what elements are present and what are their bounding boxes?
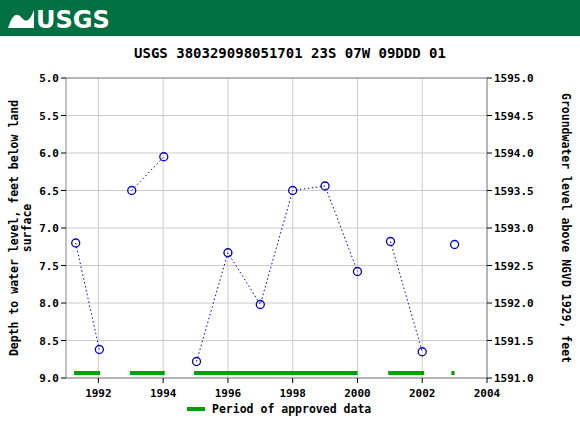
x-tick-label: 2004: [474, 387, 501, 400]
y-tick: [61, 265, 66, 266]
x-tick: [422, 378, 423, 383]
y2-tick: [487, 228, 492, 229]
plot-frame: [66, 78, 487, 378]
y-tick: [61, 190, 66, 191]
grid-line-y: [66, 303, 487, 304]
data-point: [95, 346, 103, 354]
y-tick: [61, 340, 66, 341]
data-point: [72, 239, 80, 247]
x-tick-label: 2002: [409, 387, 436, 400]
y-tick-label: 7.0: [39, 222, 59, 235]
grid-line-y: [66, 228, 487, 229]
y2-tick: [487, 265, 492, 266]
y2-tick-label: 1593.5: [494, 185, 534, 198]
data-point: [386, 238, 394, 246]
y2-tick: [487, 303, 492, 304]
x-tick: [292, 378, 293, 383]
y2-tick: [487, 78, 492, 79]
x-tick: [487, 378, 488, 383]
y2-tick: [487, 378, 492, 379]
data-point: [321, 182, 329, 190]
x-tick: [227, 378, 228, 383]
y2-axis-label: Groundwater level above NGVD 1929, feet: [559, 93, 573, 363]
data-point: [193, 358, 201, 366]
y2-tick-label: 1595.0: [494, 72, 534, 85]
data-point: [128, 187, 136, 195]
y2-tick: [487, 153, 492, 154]
y-tick-label: 5.5: [39, 110, 59, 123]
data-point: [224, 249, 232, 257]
data-point: [160, 153, 168, 161]
y2-tick: [487, 190, 492, 191]
logo-mark: [8, 10, 34, 28]
y2-tick-label: 1591.0: [494, 372, 534, 385]
y2-tick-label: 1594.0: [494, 147, 534, 160]
legend-swatch: [187, 407, 205, 411]
x-tick: [357, 378, 358, 383]
data-point: [418, 348, 426, 356]
y-tick: [61, 378, 66, 379]
y2-tick-label: 1592.0: [494, 297, 534, 310]
y-tick-label: 7.5: [39, 260, 59, 273]
y-tick: [61, 303, 66, 304]
y-tick-label: 6.0: [39, 147, 59, 160]
y-tick: [61, 115, 66, 116]
x-tick: [98, 378, 99, 383]
grid-line-y: [66, 115, 487, 116]
title: USGS 380329098051701 23S 07W 09DDD 01: [134, 45, 446, 61]
logo-text: USGS: [36, 6, 110, 34]
x-tick: [163, 378, 164, 383]
data-point: [289, 187, 297, 195]
grid-line-y: [66, 190, 487, 191]
y2-tick: [487, 340, 492, 341]
data-point: [256, 301, 264, 309]
y2-tick-label: 1594.5: [494, 110, 534, 123]
data-line: [76, 157, 455, 362]
data-point: [353, 268, 361, 276]
y-tick: [61, 153, 66, 154]
y-tick-label: 5.0: [39, 72, 59, 85]
plot-marks: [72, 153, 459, 373]
data-point: [451, 241, 459, 249]
y-tick-label: 6.5: [39, 185, 59, 198]
x-tick-label: 1996: [215, 387, 242, 400]
approved-period: [130, 371, 165, 375]
approved-period: [451, 371, 454, 375]
chart: USGS USGS 380329098051701 23S 07W 09DDD 0…: [0, 0, 580, 430]
x-tick-label: 2000: [344, 387, 371, 400]
grid-line-y: [66, 265, 487, 266]
y-axis-label: surface: [20, 204, 34, 253]
x-tick-label: 1992: [85, 387, 112, 400]
grid-line-y: [66, 153, 487, 154]
y-tick: [61, 228, 66, 229]
y-axis-label: Depth to water level, feet below land: [7, 100, 21, 356]
y2-tick-label: 1592.5: [494, 260, 534, 273]
x-tick-label: 1998: [279, 387, 306, 400]
header-bar: [0, 0, 580, 36]
y-tick-label: 8.5: [39, 335, 59, 348]
y-tick-label: 9.0: [39, 372, 59, 385]
y2-tick-label: 1593.0: [494, 222, 534, 235]
approved-period: [194, 371, 358, 375]
y-tick: [61, 78, 66, 79]
y2-tick: [487, 115, 492, 116]
y2-tick-label: 1591.5: [494, 335, 534, 348]
legend-label: Period of approved data: [212, 402, 371, 416]
x-tick-label: 1994: [150, 387, 177, 400]
grid-line-y: [66, 340, 487, 341]
y-tick-label: 8.0: [39, 297, 59, 310]
approved-period: [74, 371, 100, 375]
approved-period: [388, 371, 424, 375]
